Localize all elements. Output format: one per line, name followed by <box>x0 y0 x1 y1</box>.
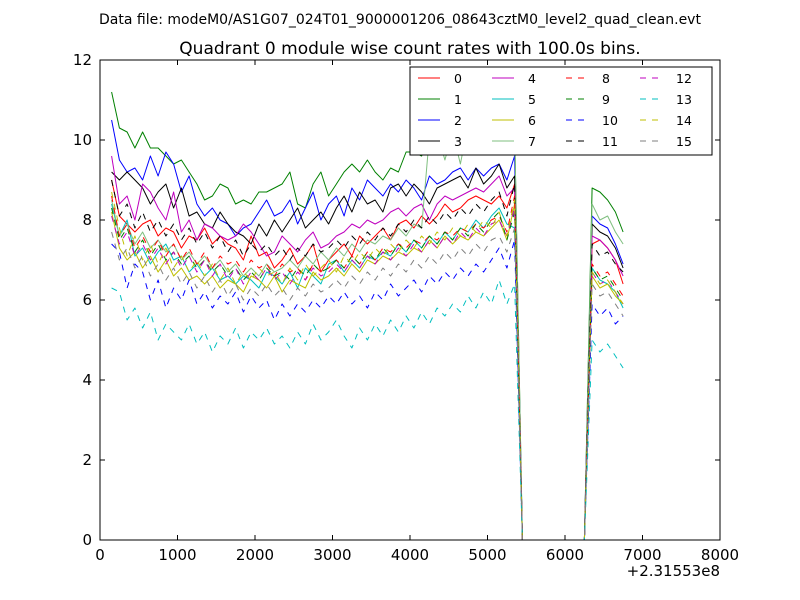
y-tick-label: 12 <box>73 51 92 69</box>
x-axis: 0 1000 2000 3000 4000 5000 6000 7000 8000 <box>95 60 739 564</box>
legend-label-13: 13 <box>676 92 692 107</box>
x-tick-label: 7000 <box>623 546 661 564</box>
legend-label-10: 10 <box>602 113 618 128</box>
series-line-6 <box>111 203 624 540</box>
legend-label-12: 12 <box>676 71 692 86</box>
x-axis-offset-label: +2.31553e8 <box>627 562 720 580</box>
x-tick-label: 6000 <box>546 546 584 564</box>
y-tick-label: 6 <box>82 291 92 309</box>
x-tick-label: 1000 <box>158 546 196 564</box>
legend-label-4: 4 <box>528 71 536 86</box>
y-tick-label: 8 <box>82 211 92 229</box>
series-line-2 <box>111 119 624 540</box>
legend-box <box>409 66 713 156</box>
series-line-9 <box>111 207 624 540</box>
x-tick-label: 0 <box>95 546 105 564</box>
legend-label-2: 2 <box>454 113 462 128</box>
legend-label-11: 11 <box>602 134 618 149</box>
chart-title: Quadrant 0 module wise count rates with … <box>179 39 640 59</box>
series-line-4 <box>111 155 624 540</box>
x-tick-label: 8000 <box>701 546 739 564</box>
y-tick-label: 0 <box>82 531 92 549</box>
legend-label-14: 14 <box>676 113 692 128</box>
legend-label-1: 1 <box>454 92 462 107</box>
y-tick-label: 2 <box>82 451 92 469</box>
series-line-10 <box>111 239 624 540</box>
legend-label-3: 3 <box>454 134 462 149</box>
legend-label-6: 6 <box>528 113 536 128</box>
legend-label-7: 7 <box>528 134 536 149</box>
series-line-13 <box>111 279 624 540</box>
legend-label-9: 9 <box>602 92 610 107</box>
series-line-15 <box>111 227 624 540</box>
series-line-0 <box>111 179 624 540</box>
legend-label-5: 5 <box>528 92 536 107</box>
plot-lines <box>111 91 624 540</box>
legend-label-0: 0 <box>454 71 462 86</box>
series-line-11 <box>111 179 624 540</box>
series-line-14 <box>111 191 624 540</box>
x-tick-label: 5000 <box>468 546 506 564</box>
figure-suptitle: Data file: modeM0/AS1G07_024T01_90000012… <box>99 12 701 28</box>
x-tick-label: 4000 <box>391 546 429 564</box>
series-line-12 <box>111 207 624 540</box>
legend-label-15: 15 <box>676 134 692 149</box>
series-line-3 <box>111 163 624 540</box>
legend-label-8: 8 <box>602 71 610 86</box>
x-tick-label: 3000 <box>313 546 351 564</box>
y-tick-label: 10 <box>73 131 92 149</box>
series-line-8 <box>111 195 624 540</box>
x-tick-label: 2000 <box>236 546 274 564</box>
y-tick-label: 4 <box>82 371 92 389</box>
